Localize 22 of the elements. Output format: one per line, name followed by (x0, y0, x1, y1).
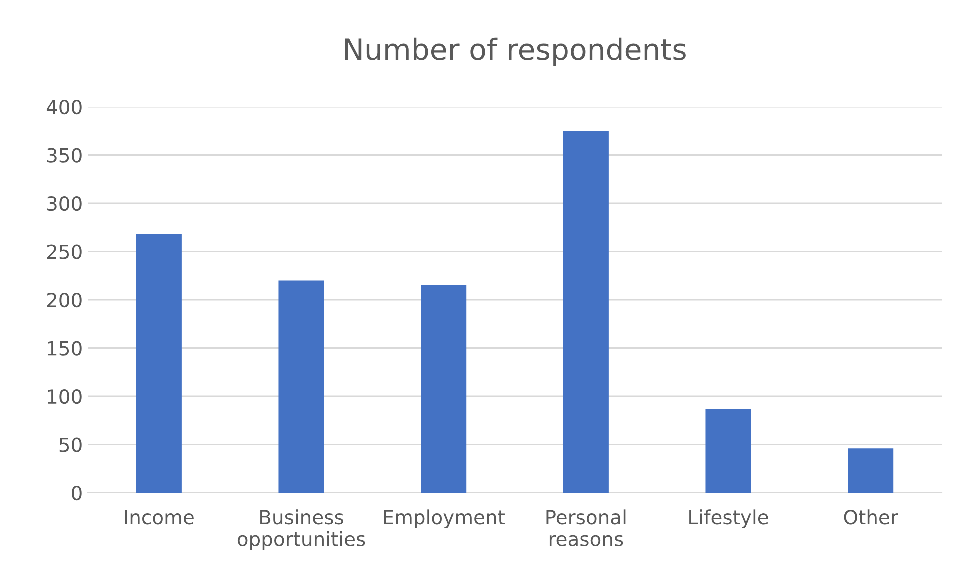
y-tick-label: 250 (47, 244, 82, 260)
x-tick-label: Income (125, 510, 194, 525)
x-tick-label: Employment (384, 510, 505, 528)
bar (136, 234, 182, 493)
x-tick-label: Lifestyle (690, 510, 768, 528)
y-tick-label: 100 (48, 389, 82, 404)
bar (421, 286, 467, 493)
bar (706, 409, 752, 493)
y-tick-label: 400 (46, 100, 82, 115)
y-tick-label: 300 (48, 196, 82, 212)
x-tick-label: Business opportunities (238, 510, 366, 550)
y-tick-label: 0 (72, 486, 82, 501)
bar (563, 131, 609, 493)
x-tick-label: Other (844, 510, 898, 525)
bar (848, 448, 894, 493)
chart-title: Number of respondents (346, 38, 686, 66)
bar (278, 280, 324, 493)
y-tick-label: 200 (47, 292, 82, 308)
y-tick-label: 350 (48, 148, 82, 163)
y-tick-label: 50 (60, 438, 82, 452)
x-tick-label: Personal reasons (546, 510, 626, 546)
y-tick-label: 150 (48, 341, 82, 356)
